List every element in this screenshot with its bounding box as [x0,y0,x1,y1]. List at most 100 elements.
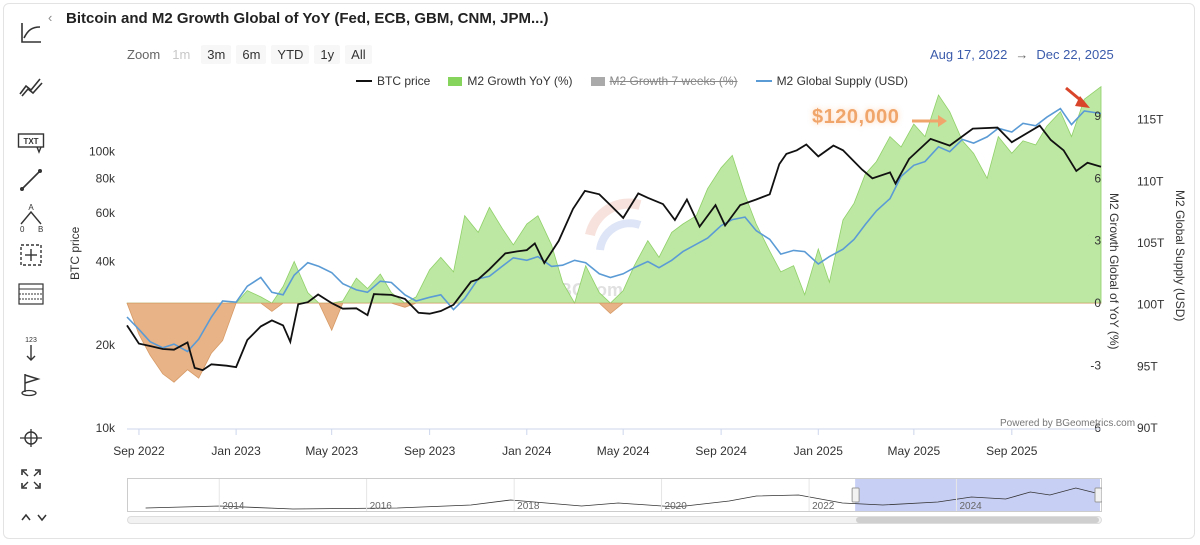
fib-label-b: B [38,225,43,232]
range-from-input[interactable]: Aug 17, 2022 [930,47,1008,62]
flag-icon[interactable] [13,366,49,402]
watermark-arc [596,219,642,251]
supply-axis-title: M2 Global Supply (USD) [1173,190,1187,322]
navigator-handle [851,487,860,503]
navigator-tick-label: 2024 [959,501,982,512]
annotation-arrowhead [938,115,947,127]
x-axis: Sep 2022 Jan 2023 May 2023 Sep 2023 Jan 2024… [113,428,1101,458]
date-range: Aug 17, 2022 → Dec 22, 2025 [930,47,1114,62]
text-annotation-icon[interactable]: TXT [13,125,49,161]
chart-title: Bitcoin and M2 Growth Global of YoY (Fed… [66,10,549,27]
zoom-1y-button[interactable]: 1y [314,45,341,64]
supply-tick-label: 90T [1137,421,1158,435]
toolbar-scroll [20,512,48,522]
navigator-tick-label: 2016 [370,501,393,512]
legend-label-m2-7weeks: M2 Growth 7 weeks (%) [609,74,738,88]
legend-label-m2-growth: M2 Growth YoY (%) [467,74,573,88]
m2-supply-axis: 90T 95T 100T 105T 110T 115T [1137,113,1165,435]
growth-axis-title: M2 Growth Global of YoY (%) [1107,193,1121,350]
growth-tick-label: 6 [1094,171,1101,185]
legend-area-swatch [448,77,463,86]
m2-supply-line [126,107,1102,353]
red-arrowhead [1075,96,1090,108]
x-tick-label: Jan 2023 [211,444,261,458]
credits-link[interactable]: Powered by BGeometrics.com [1000,418,1136,429]
btc-tick-label: 20k [96,338,116,352]
btc-price-axis: 10k 20k 40k 60k 80k 100k [89,144,116,435]
drawing-toolbar: TXT A 0 B 123 [8,0,54,540]
navigator-tick-label: 2014 [222,501,245,512]
number-arrow-icon[interactable]: 123 [13,330,49,366]
btc-tick-label: 60k [96,206,116,220]
chart-legend: BTC price M2 Growth YoY (%) M2 Growth 7 … [356,74,926,88]
scroll-up-icon[interactable] [20,512,32,522]
supply-tick-label: 105T [1137,236,1165,250]
x-tick-label: Sep 2024 [695,444,747,458]
x-tick-label: May 2023 [305,444,358,458]
scrollbar[interactable] [127,516,1102,524]
scroll-down-icon[interactable] [36,512,48,522]
zoom-1m-button[interactable]: 1m [172,47,191,62]
fib-label-a: A [28,203,34,212]
range-arrow: → [1015,47,1029,62]
m2-growth-axis: -6 -3 0 3 6 9 [1090,109,1101,435]
collapse-toolbar-button[interactable]: ‹ [48,10,53,25]
fullscreen-icon[interactable] [13,461,49,497]
scrollbar-thumb[interactable] [856,517,1099,523]
legend-line-swatch [755,80,772,82]
fibonacci-icon[interactable]: A 0 B [13,199,49,235]
txt-label: TXT [23,137,38,146]
m2-growth-positive-area [126,85,1102,305]
x-tick-label: Jan 2025 [794,444,844,458]
line-tool-icon[interactable] [13,162,49,198]
navigator[interactable]: 2014 2016 2018 2020 2022 2024 [127,478,1102,512]
zoom-6m-button[interactable]: 6m [236,45,267,64]
zoom-all-button[interactable]: All [345,45,372,64]
navigator-tick-label: 2022 [812,501,835,512]
range-to-input[interactable]: Dec 22, 2025 [1036,47,1114,62]
series-lines [126,107,1102,372]
supply-tick-label: 115T [1137,113,1164,127]
zoom-in-icon[interactable] [13,420,49,456]
legend-label-btc: BTC price [377,74,431,88]
navigator-series [145,487,1102,510]
compare-icon[interactable] [13,69,49,105]
grid-table-icon[interactable] [13,276,49,312]
indicator-icon[interactable] [13,15,49,51]
x-tick-label: Sep 2025 [986,444,1038,458]
legend-hidden-swatch [590,77,605,86]
x-tick-label: Sep 2022 [113,444,165,458]
legend-label-m2-supply: M2 Global Supply (USD) [776,74,908,88]
legend-item-m2-supply[interactable]: M2 Global Supply (USD) [755,74,908,88]
navigator-handle [1094,487,1102,503]
navigator-tick-label: 2020 [665,501,688,512]
supply-tick-label: 110T [1137,174,1164,188]
zoom-selector: Zoom 1m 3m 6m YTD 1y All [127,45,377,64]
legend-item-m2-7weeks[interactable]: M2 Growth 7 weeks (%) [590,74,738,88]
x-tick-label: Sep 2023 [404,444,456,458]
num-label: 123 [25,337,37,344]
navigator-tick-label: 2018 [517,501,540,512]
annotations [912,86,1090,127]
legend-item-btc[interactable]: BTC price [356,74,430,88]
zoom-ytd-button[interactable]: YTD [271,45,310,64]
m2-growth-negative-area [126,302,1102,383]
btc-tick-label: 100k [89,144,116,158]
supply-tick-label: 100T [1137,298,1165,312]
zoom-label: Zoom [127,47,161,62]
legend-line-swatch [356,80,372,82]
navigator-selection [855,479,1100,511]
crosshair-box-icon[interactable] [13,237,49,273]
legend-item-m2-growth[interactable]: M2 Growth YoY (%) [448,74,573,88]
price-annotation: $120,000 [812,106,900,128]
growth-tick-label: 0 [1094,296,1101,310]
btc-tick-label: 10k [96,421,116,435]
zoom-3m-button[interactable]: 3m [201,45,232,64]
x-tick-label: May 2024 [597,444,650,458]
btc-price-line [126,124,1102,372]
btc-tick-label: 80k [96,171,116,185]
supply-tick-label: 95T [1137,359,1158,373]
growth-tick-label: 3 [1094,234,1101,248]
x-tick-label: May 2025 [887,444,940,458]
